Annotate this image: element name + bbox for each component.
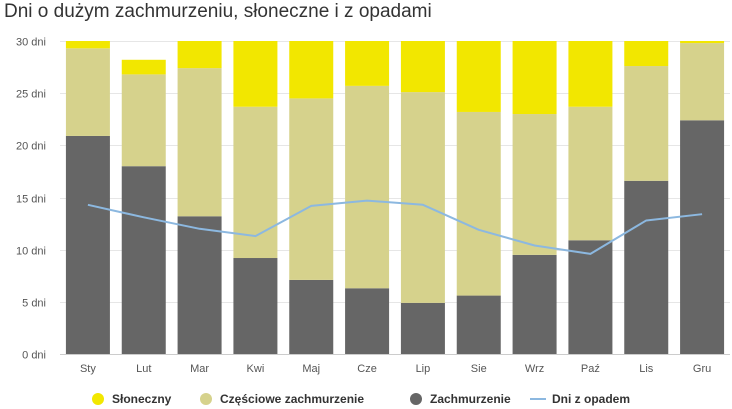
bar-segment [345,85,390,289]
bars-layer [65,41,725,354]
bar-segment [512,41,557,115]
bar-segment [456,41,501,112]
legend-marker [92,393,104,405]
bar-segment [512,254,557,354]
x-tick-label: Mar [190,363,209,375]
bar-segment [345,288,390,354]
x-tick-label: Paź [581,363,600,375]
bar-segment [177,41,222,69]
bar-segment [177,68,222,217]
bar-segment [680,120,725,354]
legend-marker [410,393,422,405]
legend-label: Częściowe zachmurzenie [220,392,364,406]
legend-item: Częściowe zachmurzenie [200,392,364,406]
legend: Słoneczny Częściowe zachmurzenie Zachmurze… [92,392,630,406]
x-axis: Sty Lut Mar Kwi Maj Cze Lip Sie Wrz Paź Lis Gru [60,354,730,375]
bar-segment [289,98,334,280]
y-tick-label: 25 dni [16,89,46,101]
bar-segment [400,302,445,354]
bar-segment [233,258,278,354]
bar-segment [121,166,166,354]
x-tick-label: Maj [302,363,320,375]
legend-label: Zachmurzenie [430,392,511,406]
x-tick-label: Lut [136,363,151,375]
bar-segment [456,111,501,296]
y-tick-label: 20 dni [16,141,46,153]
legend-marker [200,393,212,405]
legend-item: Dni z opadem [530,392,630,406]
legend-item: Słoneczny [92,392,172,406]
bar-segment [65,41,110,49]
bar-segment [568,106,613,241]
bar-segment [512,114,557,255]
bar-segment [400,41,445,93]
bar-segment [233,106,278,259]
bar-segment [624,41,669,67]
bar-segment [568,240,613,354]
x-tick-label: Kwi [247,363,265,375]
bar-segment [65,135,110,354]
bar-segment [345,41,390,86]
line-layer [87,199,703,255]
x-tick-label: Wrz [525,363,544,375]
bar-segment [624,180,669,354]
y-tick-label: 0 dni [22,350,46,362]
bar-segment [289,41,334,99]
x-tick-label: Cze [357,363,377,375]
x-tick-label: Sty [80,363,96,375]
line-series [87,199,703,255]
bar-segment [624,66,669,181]
y-tick-label: 30 dni [16,37,46,49]
x-tick-label: Lis [639,363,654,375]
bar-segment [568,41,613,107]
bar-segment [121,74,166,167]
x-tick-label: Lip [416,363,431,375]
legend-label: Dni z opadem [552,392,630,406]
legend-item: Zachmurzenie [410,392,511,406]
legend-label: Słoneczny [112,392,172,406]
y-tick-label: 5 dni [22,298,46,310]
bar-segment [456,295,501,354]
bar-segment [233,41,278,107]
bar-segment [400,92,445,303]
y-axis: 0 dni 5 dni 10 dni 15 dni 20 dni 25 dni 30 dni [16,37,46,362]
x-tick-label: Gru [693,363,711,375]
bar-segment [65,48,110,136]
bar-segment [289,279,334,354]
x-tick-label: Sie [471,363,487,375]
bar-segment [680,43,725,121]
bar-segment [177,216,222,354]
y-tick-label: 10 dni [16,246,46,258]
bar-segment [680,41,725,44]
chart-title: Dni o dużym zachmurzeniu, słoneczne i z … [4,1,432,22]
bar-segment [121,59,166,75]
y-tick-label: 15 dni [16,194,46,206]
